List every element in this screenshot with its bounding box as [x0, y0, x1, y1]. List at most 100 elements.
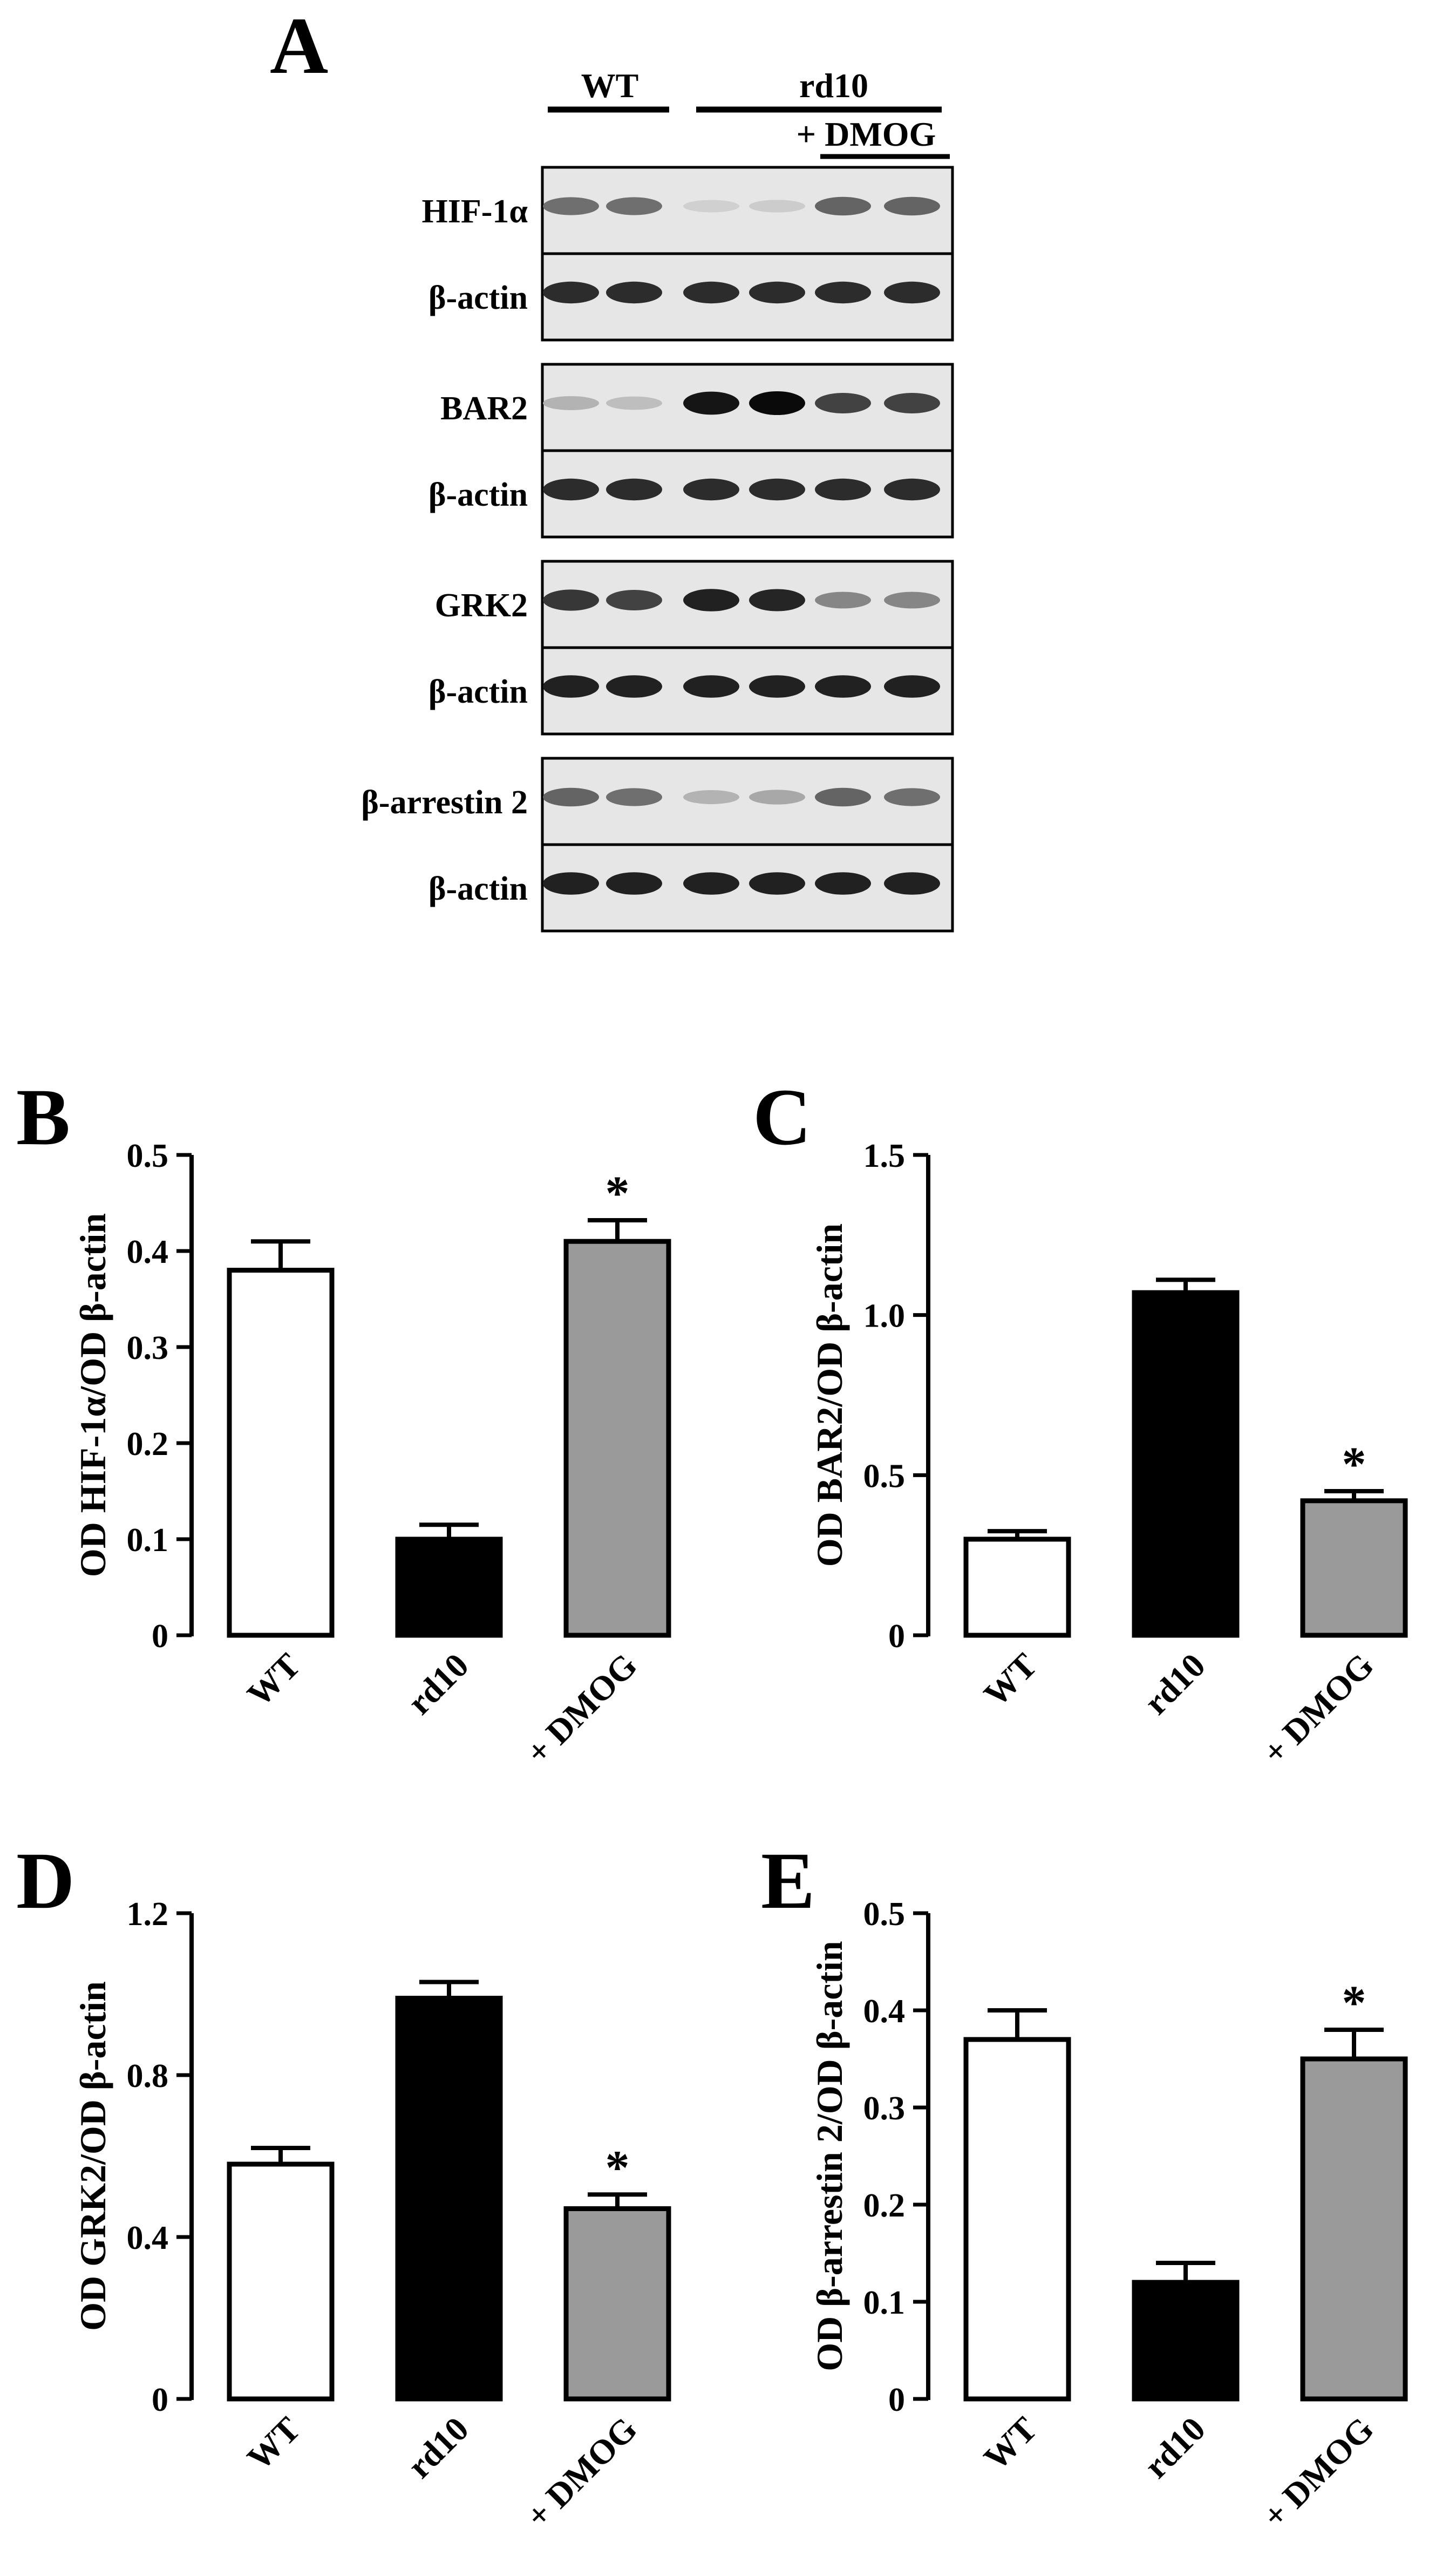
significance-marker: *: [605, 2141, 630, 2194]
blot-band: [543, 787, 599, 807]
y-tick-label: 1.5: [863, 1138, 906, 1174]
blot-band: [683, 478, 739, 501]
y-tick-label: 0: [888, 1618, 905, 1655]
bar: [1132, 2280, 1240, 2402]
blot-row-label: β-actin: [428, 871, 528, 907]
bar: [963, 1536, 1071, 1638]
panel-letter: B: [16, 1072, 70, 1162]
blot-band: [815, 675, 871, 698]
blot-row-label: β-arrestin 2: [361, 784, 528, 821]
x-tick-label: + DMOG: [1255, 2410, 1381, 2535]
bar: [1300, 1498, 1408, 1638]
blot-band: [815, 872, 871, 895]
group-label-dmog: + DMOG: [797, 115, 936, 153]
bar: [963, 2037, 1071, 2402]
blot-band: [749, 281, 805, 304]
blot-band: [884, 478, 940, 501]
y-axis-label: OD GRK2/OD β-actin: [72, 1981, 113, 2331]
blot-band: [884, 788, 940, 806]
chart-panel-b: B 0 0.1 0.2 0.3 0.4 0.5 OD HIF-1α/OD β-actin WT r…: [16, 1072, 671, 1772]
blot-band: [606, 281, 662, 304]
x-tick-label: rd10: [1137, 2410, 1213, 2486]
x-tick-label: WT: [240, 1646, 308, 1714]
blot-row-label: GRK2: [435, 587, 528, 624]
blot-band: [749, 790, 805, 805]
y-tick-label: 0.4: [127, 2220, 169, 2256]
blot-band: [683, 872, 739, 895]
blot-row-label: HIF-1α: [422, 193, 528, 230]
group-label-rd10: rd10: [799, 66, 868, 105]
blot-band: [683, 281, 739, 304]
blot-band: [606, 675, 662, 698]
blot-band: [884, 675, 940, 698]
blot-strip-target: [541, 363, 954, 452]
y-tick-label: 0.2: [127, 1426, 169, 1463]
blot-band: [884, 393, 940, 413]
blot-band: [749, 872, 805, 895]
blot-blocks: HIF-1α β-actin BAR2 β-actin GRK2 β-actin β-arr…: [361, 166, 954, 933]
blot-band: [683, 200, 739, 213]
significance-marker: *: [1342, 1438, 1366, 1491]
y-axis-label: OD β-arrestin 2/OD β-actin: [809, 1941, 850, 2371]
bar: [227, 1268, 335, 1638]
blot-band: [749, 589, 805, 611]
y-axis-label: OD HIF-1α/OD β-actin: [72, 1213, 113, 1577]
bar: [1132, 1290, 1240, 1638]
blot-band: [606, 872, 662, 895]
y-tick-label: 1.2: [127, 1896, 169, 1933]
western-blot-panel: A WT rd10 + DMOG HIF-1α β-actin BAR2 β-acti…: [270, 1, 954, 933]
group-label-wt: WT: [581, 66, 639, 105]
bar: [563, 2206, 671, 2402]
blot-band: [606, 197, 662, 215]
bar: [227, 2161, 335, 2402]
blot-band: [884, 196, 940, 216]
blot-band: [815, 591, 871, 609]
blot-row-label: β-actin: [428, 674, 528, 710]
blot-band: [884, 591, 940, 609]
blot-row-label: BAR2: [440, 390, 528, 427]
significance-marker: *: [1342, 1976, 1366, 2030]
y-tick-label: 0.3: [863, 2090, 906, 2127]
blot-band: [815, 393, 871, 413]
chart-panel-e: E 0 0.1 0.2 0.3 0.4 0.5 OD β-arrestin 2/OD β-ac…: [761, 1836, 1408, 2535]
blot-band: [749, 391, 805, 415]
blot-band: [606, 788, 662, 806]
blot-band: [749, 675, 805, 698]
y-tick-label: 0: [888, 2382, 905, 2418]
x-tick-label: WT: [976, 1646, 1044, 1714]
chart-panel-d: D 0 0.4 0.8 1.2 OD GRK2/OD β-actin WT rd10 * + DM…: [16, 1836, 671, 2535]
y-tick-label: 1.0: [863, 1298, 906, 1335]
blot-band: [606, 478, 662, 501]
y-tick-label: 0.1: [127, 1522, 169, 1559]
blot-band: [543, 396, 599, 410]
x-tick-label: + DMOG: [1255, 1646, 1381, 1772]
y-tick-label: 0.3: [127, 1330, 169, 1366]
blot-row-label: β-actin: [428, 280, 528, 316]
blot-band: [815, 478, 871, 501]
y-tick-label: 0.4: [863, 1993, 906, 2030]
bar: [563, 1239, 671, 1638]
blot-band: [815, 281, 871, 304]
y-tick-label: 0.5: [127, 1138, 169, 1174]
panel-letter: E: [761, 1836, 815, 1926]
x-tick-label: WT: [240, 2410, 308, 2478]
blot-band: [683, 391, 739, 415]
blot-band: [683, 589, 739, 611]
x-tick-label: rd10: [1137, 1646, 1213, 1722]
blot-band: [543, 589, 599, 611]
blot-band: [884, 872, 940, 895]
blot-band: [543, 675, 599, 698]
y-tick-label: 0.5: [863, 1458, 906, 1494]
blot-band: [683, 790, 739, 804]
chart-panel-c: C 0 0.5 1.0 1.5 OD BAR2/OD β-actin WT rd10 * + DM…: [753, 1072, 1408, 1772]
blot-band: [543, 197, 599, 215]
x-tick-label: + DMOG: [519, 1646, 644, 1772]
x-tick-label: rd10: [400, 1646, 476, 1722]
y-tick-label: 0.1: [863, 2285, 906, 2321]
blot-band: [606, 590, 662, 610]
blot-band: [606, 396, 662, 410]
blot-band: [815, 787, 871, 807]
bar: [1300, 2056, 1408, 2402]
significance-marker: *: [605, 1167, 630, 1220]
